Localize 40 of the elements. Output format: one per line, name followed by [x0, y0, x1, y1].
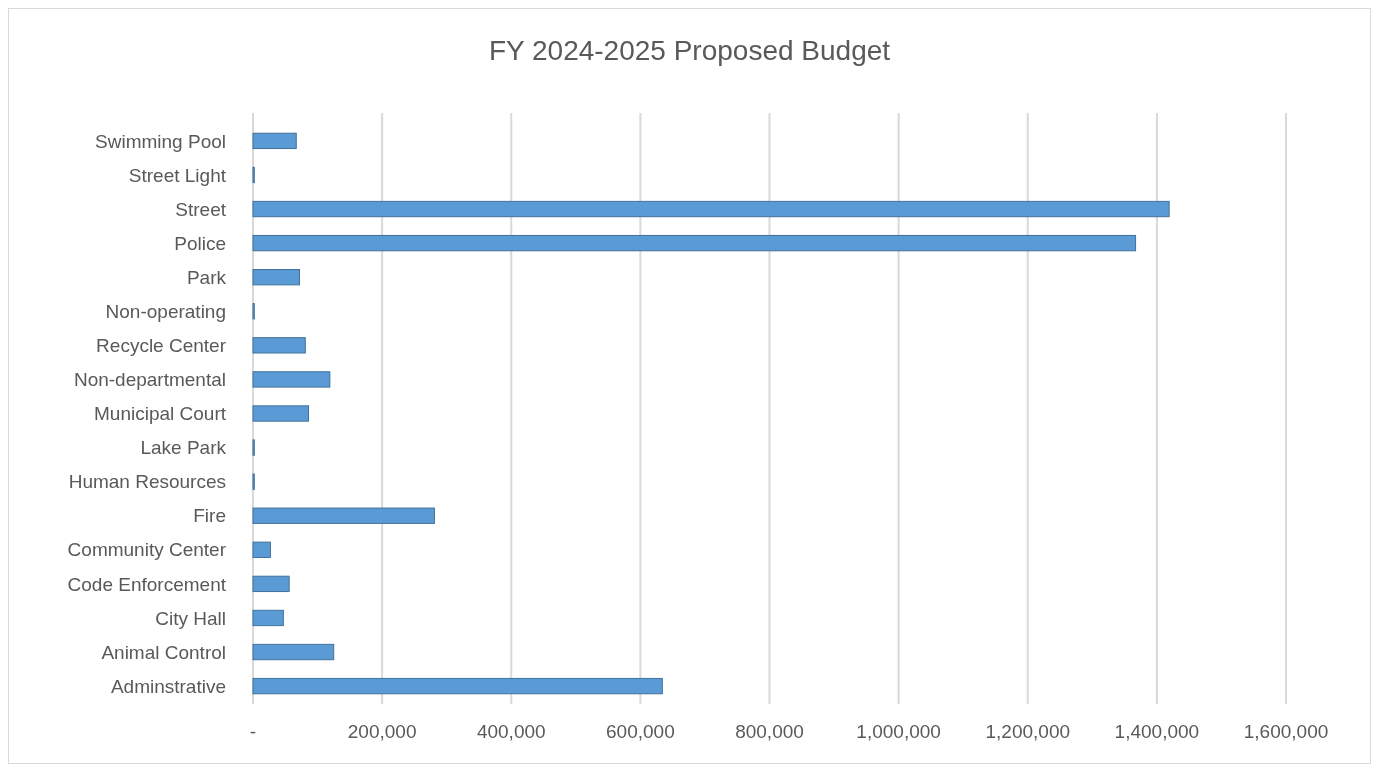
y-tick-label: Non-operating	[105, 300, 226, 322]
bar	[252, 507, 435, 524]
y-tick-label: Community Center	[67, 539, 227, 561]
x-tick-label: 1,000,000	[856, 721, 941, 742]
y-tick-label: Code Enforcement	[67, 573, 227, 595]
bar	[252, 337, 306, 354]
bar	[252, 200, 1170, 218]
bar	[252, 575, 290, 593]
y-tick-label: Street	[175, 198, 227, 220]
x-tick-label: 600,000	[606, 721, 675, 742]
bar	[252, 371, 331, 388]
y-tick-label: Animal Control	[101, 641, 226, 663]
chart-title: FY 2024-2025 Proposed Budget	[488, 35, 891, 66]
y-tick-label: Park	[186, 266, 227, 288]
y-tick-label: Street Light	[128, 164, 227, 186]
x-tick-label: 200,000	[347, 721, 417, 742]
bar	[252, 132, 297, 150]
bar	[252, 609, 284, 627]
x-tick-label: 400,000	[476, 721, 546, 742]
y-tick-label: Non-departmental	[73, 369, 226, 391]
bar	[252, 677, 663, 695]
bar	[252, 234, 1137, 252]
bar	[252, 269, 300, 286]
bar	[252, 405, 310, 422]
y-tick-label: Swimming Pool	[95, 130, 226, 152]
y-tick-label: Adminstrative	[110, 675, 226, 697]
y-tick-label: Fire	[193, 505, 226, 527]
x-tick-label: 1,600,000	[1243, 721, 1329, 742]
x-tick-label: 1,200,000	[985, 721, 1071, 742]
y-tick-label: Recycle Center	[96, 335, 227, 356]
x-tick-label: 800,000	[735, 721, 804, 742]
x-tick-label: -	[249, 721, 257, 742]
bar	[252, 643, 335, 661]
y-tick-label: City Hall	[155, 607, 226, 629]
y-tick-label: Human Resources	[68, 471, 226, 493]
y-tick-label: Police	[174, 232, 226, 254]
bar	[252, 541, 271, 558]
y-tick-label: Municipal Court	[94, 403, 227, 425]
x-tick-label: 1,400,000	[1114, 721, 1200, 742]
y-tick-label: Lake Park	[140, 437, 227, 459]
